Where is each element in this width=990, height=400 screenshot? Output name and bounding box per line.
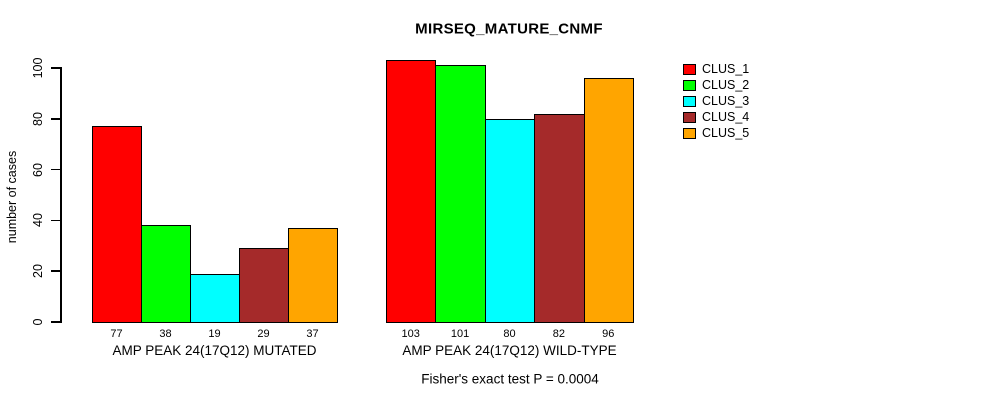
bar-clus_1 (386, 60, 437, 324)
legend-swatch (683, 79, 696, 91)
legend-label: CLUS_1 (702, 62, 750, 76)
bar-clus_3 (190, 273, 240, 324)
bar-value-label: 37 (306, 328, 319, 340)
legend-item: CLUS_5 (683, 125, 749, 141)
bar-clus_4 (534, 113, 585, 324)
bar-clus_5 (583, 78, 634, 324)
bar-clus_2 (435, 65, 486, 324)
legend-item: CLUS_3 (683, 93, 749, 109)
y-tick-mark (51, 219, 61, 222)
legend-item: CLUS_1 (683, 61, 749, 77)
legend-swatch (683, 111, 696, 123)
y-tick-label: 0 (31, 318, 45, 326)
bar-value-label: 82 (552, 328, 566, 340)
y-tick-mark (51, 321, 61, 323)
y-tick-mark (51, 67, 61, 69)
bar-clus_1 (92, 126, 142, 324)
bar-clus_5 (288, 228, 338, 324)
legend-label: CLUS_3 (702, 94, 750, 108)
legend-label: CLUS_2 (702, 78, 750, 92)
legend-item: CLUS_4 (683, 109, 749, 125)
y-tick-label: 20 (31, 264, 45, 279)
y-tick-mark (51, 270, 61, 272)
legend-swatch (683, 63, 696, 75)
y-tick-label: 100 (31, 57, 45, 79)
legend: CLUS_1 CLUS_2 CLUS_3 CLUS_4 CLUS_5 (683, 61, 749, 141)
y-tick-mark (51, 118, 61, 120)
group-label: AMP PEAK 24(17Q12) MUTATED (112, 343, 317, 358)
legend-item: CLUS_2 (683, 77, 749, 93)
y-axis-line (60, 67, 62, 323)
legend-label: CLUS_5 (702, 126, 750, 140)
group-label: AMP PEAK 24(17Q12) WILD-TYPE (402, 343, 617, 358)
y-tick-label: 40 (31, 213, 45, 228)
legend-swatch (683, 95, 696, 107)
legend-swatch (683, 127, 696, 139)
bar-value-label: 96 (602, 328, 615, 340)
bar-value-label: 77 (110, 328, 123, 340)
bar-clus_3 (484, 118, 536, 324)
y-tick-label: 80 (31, 111, 45, 126)
y-tick-label: 60 (31, 162, 45, 177)
y-tick-mark (51, 168, 61, 171)
legend-label: CLUS_4 (702, 110, 750, 124)
bar-value-label: 80 (503, 328, 516, 340)
bar-clus_4 (239, 248, 289, 324)
bar-value-label: 38 (159, 328, 172, 340)
annotation-text: Fisher's exact test P = 0.0004 (421, 371, 599, 387)
bar-value-label: 19 (208, 328, 221, 340)
y-axis-label: number of cases (5, 150, 19, 244)
bar-clus_2 (141, 225, 191, 324)
chart-title: MIRSEQ_MATURE_CNMF (415, 20, 603, 38)
bar-value-label: 103 (401, 328, 420, 340)
bar-value-label: 29 (257, 328, 270, 340)
bar-value-label: 101 (450, 328, 470, 340)
